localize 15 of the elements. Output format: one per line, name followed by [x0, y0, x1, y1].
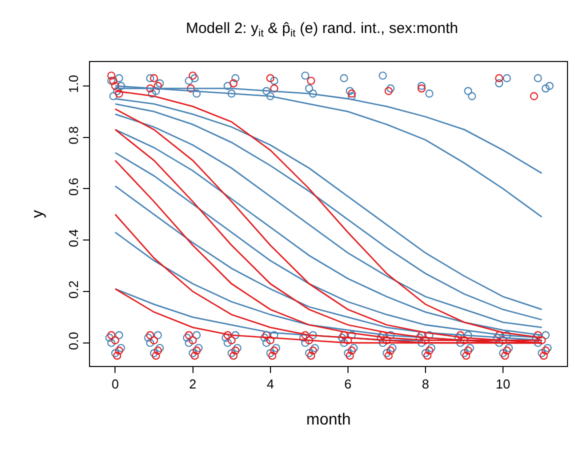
- x-tick-label: 8: [422, 376, 430, 392]
- y-tick-label: 0.0: [66, 332, 81, 350]
- chart-title: Modell 2: y$_{it}$ & p̂$_{it}$ (e) rand. int., sex:month: [186, 20, 458, 40]
- y-tick-label: 0.6: [66, 178, 81, 196]
- x-tick-label: 0: [112, 376, 119, 392]
- y-tick-label: 1.0: [66, 74, 81, 93]
- x-tick-label: 10: [496, 376, 510, 392]
- y-tick-label: 0.8: [66, 126, 81, 144]
- x-tick-label: 4: [266, 376, 274, 392]
- y-tick-label: 0.4: [66, 229, 81, 248]
- x-axis-title: month: [306, 411, 351, 428]
- y-axis-title: y: [30, 210, 47, 218]
- y-tick-label: 0.2: [66, 280, 81, 299]
- x-tick-label: 2: [189, 376, 196, 392]
- x-tick-label: 6: [344, 376, 352, 392]
